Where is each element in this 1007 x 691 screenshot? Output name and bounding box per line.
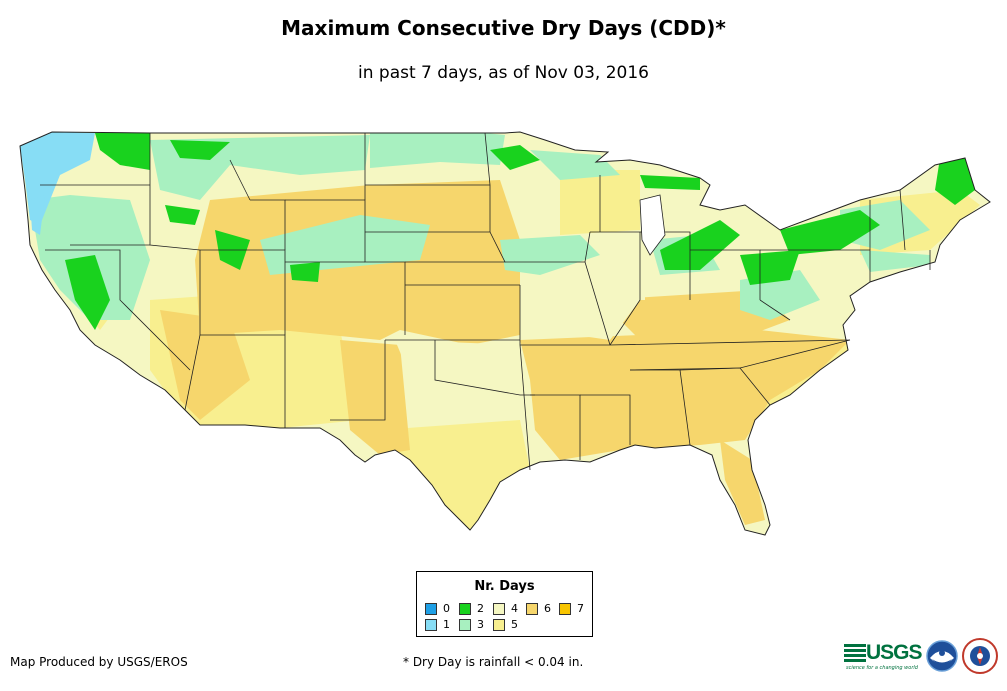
usgs-logo: USGS science for a changing world [844, 641, 923, 671]
legend-item-0: 0 [425, 603, 450, 615]
noaa-logo-icon [926, 640, 958, 672]
dry-day-note: * Dry Day is rainfall < 0.04 in. [403, 655, 584, 669]
legend-item-7: 7 [559, 603, 584, 615]
nws-logo-icon [962, 638, 998, 674]
state-boundaries [40, 132, 931, 471]
legend-item-2: 2 [459, 603, 484, 615]
map-title: Maximum Consecutive Dry Days (CDD)* [281, 16, 726, 40]
credit-text: Map Produced by USGS/EROS [10, 655, 188, 669]
legend-item-3: 3 [459, 619, 484, 631]
legend-item-4: 4 [493, 603, 518, 615]
legend-title: Nr. Days [474, 579, 535, 594]
legend: Nr. Days 0 1 2 3 4 5 6 7 [416, 571, 593, 637]
legend-item-1: 1 [425, 619, 450, 631]
legend-item-5: 5 [493, 619, 518, 631]
map-subtitle: in past 7 days, as of Nov 03, 2016 [358, 63, 649, 83]
legend-item-6: 6 [526, 603, 551, 615]
lake-michigan [639, 194, 666, 256]
